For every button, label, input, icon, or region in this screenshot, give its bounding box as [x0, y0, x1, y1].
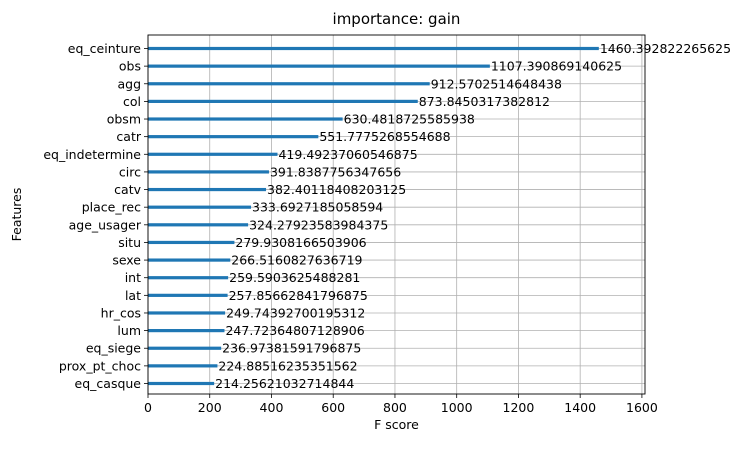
bar-value-label: 214.25621032714844: [215, 376, 354, 391]
bar-int: [148, 276, 229, 280]
bar-circ: [148, 170, 269, 174]
y-tick-label: age_usager: [69, 217, 142, 232]
bar-obsm: [148, 117, 343, 121]
bar-value-label: 249.74392700195312: [226, 305, 365, 320]
bar-value-label: 1460.392822265625: [600, 41, 731, 56]
y-axis-label: Features: [9, 188, 24, 242]
bar-value-label: 630.4818725585938: [344, 112, 475, 127]
y-tick-label: lum: [117, 323, 141, 338]
bar-value-label: 333.6927185058594: [252, 200, 383, 215]
bar-age_usager: [148, 223, 249, 227]
bar-agg: [148, 82, 430, 86]
y-tick-label: obs: [119, 59, 141, 74]
y-tick-label: sexe: [112, 253, 141, 268]
y-tick-label: circ: [119, 164, 141, 179]
bar-sexe: [148, 258, 231, 262]
bars: [148, 46, 599, 386]
plot-frame: [147, 34, 646, 395]
bar-value-label: 1107.390869140625: [491, 59, 622, 74]
y-tick-label: obsm: [107, 112, 141, 127]
y-tick-label: lat: [125, 288, 141, 303]
y-tick-label: int: [125, 270, 141, 285]
y-tick-label: prox_pt_choc: [59, 358, 141, 373]
bar-eq_ceinture: [148, 46, 599, 51]
chart-title: importance: gain: [333, 10, 461, 28]
bar-eq_indetermine: [148, 152, 278, 156]
y-tick-label: eq_ceinture: [68, 41, 142, 56]
y-tick-label: eq_siege: [86, 341, 141, 356]
bar-prox_pt_choc: [148, 364, 218, 368]
x-tick-label: 600: [321, 400, 345, 415]
x-tick-label: 0: [144, 400, 152, 415]
bar-value-label: 259.5903625488281: [229, 270, 360, 285]
y-tick-label: eq_indetermine: [43, 147, 141, 162]
bar-value-label: 382.40118408203125: [267, 182, 406, 197]
bar-value-labels: 1460.392822265625 1107.390869140625 912.57…: [215, 41, 731, 391]
bar-value-label: 912.5702514648438: [431, 76, 562, 91]
bar-value-label: 266.5160827636719: [231, 253, 362, 268]
bar-eq_siege: [148, 346, 222, 350]
y-tick-label: situ: [118, 235, 141, 250]
bar-situ: [148, 240, 235, 245]
bar-place_rec: [148, 205, 252, 209]
bar-value-label: 324.27923583984375: [249, 217, 388, 232]
x-axis-ticks: 0 200 400 600 800 1000 1200 1400 1600: [144, 394, 658, 415]
y-tick-label: hr_cos: [101, 305, 141, 320]
y-tick-label: catr: [116, 129, 141, 144]
x-tick-label: 1200: [503, 400, 535, 415]
y-tick-label: eq_casque: [75, 376, 142, 391]
bar-value-label: 247.72364807128906: [225, 323, 364, 338]
bar-hr_cos: [148, 311, 226, 315]
bar-value-label: 224.88516235351562: [218, 358, 357, 373]
x-tick-label: 400: [260, 400, 284, 415]
x-tick-label: 200: [198, 400, 222, 415]
bar-value-label: 236.97381591796875: [222, 341, 361, 356]
bar-value-label: 873.8450317382812: [419, 94, 550, 109]
bar-catr: [148, 135, 319, 139]
bar-value-label: 279.9308166503906: [235, 235, 366, 250]
y-tick-label: catv: [114, 182, 141, 197]
y-tick-label: col: [123, 94, 141, 109]
bar-value-label: 257.85662841796875: [229, 288, 368, 303]
x-tick-label: 1600: [626, 400, 658, 415]
y-tick-label: agg: [117, 76, 141, 91]
bar-value-label: 391.8387756347656: [270, 164, 401, 179]
x-axis-label: F score: [374, 417, 419, 432]
bar-value-label: 419.49237060546875: [278, 147, 417, 162]
bar-lat: [148, 293, 228, 297]
bar-value-label: 551.7775268554688: [319, 129, 450, 144]
bar-col: [148, 99, 418, 103]
x-tick-label: 1400: [564, 400, 596, 415]
bar-obs: [148, 64, 490, 68]
bar-eq_casque: [148, 381, 215, 386]
x-tick-label: 800: [383, 400, 407, 415]
y-tick-label: place_rec: [82, 200, 141, 215]
bar-lum: [148, 329, 225, 333]
x-tick-label: 1000: [441, 400, 473, 415]
bar-catv: [148, 187, 267, 192]
